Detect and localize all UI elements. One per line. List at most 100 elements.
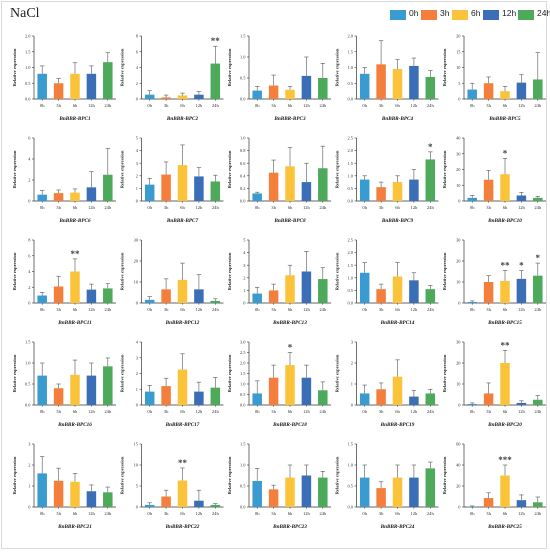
x-tick-label: 6h [73, 307, 78, 312]
x-tick-label: 0h [255, 307, 260, 312]
x-tick-label: 6h [180, 205, 185, 210]
y-tick-label: 0 [458, 199, 461, 204]
y-tick-label: 0.5 [240, 484, 246, 489]
x-tick-label: 24h [104, 307, 112, 312]
y-tick-label: 0 [28, 505, 31, 510]
bar [86, 491, 97, 507]
bar [37, 375, 47, 405]
y-axis-label: Relative expression [120, 48, 125, 86]
y-tick-label: 2.5 [348, 238, 354, 243]
bar [533, 399, 543, 405]
figure-title: NaCl [10, 6, 40, 21]
bar [285, 166, 295, 201]
y-tick-label: 0.0 [348, 505, 354, 510]
x-tick-label: 0h [362, 511, 367, 516]
x-tick-label: 12h [88, 409, 96, 414]
x-tick-label: 3h [164, 103, 169, 108]
x-tick-label: 12h [303, 205, 311, 210]
x-tick-label: 3h [271, 409, 276, 414]
x-tick-label: 24h [534, 205, 542, 210]
y-axis-label: Relative expression [227, 354, 232, 392]
y-tick-label: 0.0 [348, 97, 354, 102]
panel-title: BnBBR-BPC12 [165, 320, 200, 326]
significance-mark: ** [501, 260, 511, 270]
x-tick-label: 6h [395, 103, 400, 108]
chart-panel: 0 1 2 3 4 5 Relative expression 0h 3h 6h 12h 24h BnB… [227, 238, 331, 326]
x-tick-label: 24h [427, 409, 435, 414]
y-tick-label: 0.0 [240, 199, 246, 204]
y-tick-label: 10 [134, 463, 139, 468]
bar [37, 295, 47, 303]
panel-title: BnBBR-BPC8 [273, 218, 306, 224]
bar [86, 187, 97, 201]
x-tick-label: 3h [164, 307, 169, 312]
bar [301, 475, 312, 507]
y-axis-label: Relative expression [12, 150, 17, 188]
bar [268, 85, 279, 99]
significance-mark: *** [498, 455, 512, 465]
bar [483, 393, 494, 405]
x-tick-label: 3h [379, 103, 384, 108]
bar [516, 500, 527, 507]
y-axis-label: Relative expression [442, 456, 447, 494]
y-tick-label: 20 [134, 259, 139, 264]
y-tick-label: 0 [136, 505, 139, 510]
bar [500, 280, 510, 303]
x-tick-label: 0h [470, 103, 475, 108]
y-tick-label: 6 [136, 49, 139, 54]
y-tick-label: 20 [456, 259, 461, 264]
y-tick-label: 3 [351, 340, 354, 345]
bar [425, 159, 436, 201]
panel-title: BnBBR-BPC23 [272, 524, 307, 530]
y-tick-label: 10 [456, 65, 461, 70]
bar [70, 271, 80, 303]
chart-panel: 0 10 20 30 Relative expression 0h 3h ** 6h * 12h * 2… [442, 238, 546, 326]
bar [285, 275, 295, 303]
x-tick-label: 0h [362, 409, 367, 414]
y-tick-label: 1.0 [240, 463, 246, 468]
y-tick-label: 4 [28, 157, 31, 162]
panel-title: BnBBR-BPC11 [57, 320, 92, 326]
x-tick-label: 3h [56, 103, 61, 108]
y-axis-label: Relative expression [335, 456, 340, 494]
y-tick-label: 1.5 [240, 34, 246, 39]
bar [161, 386, 171, 405]
y-tick-label: 5 [136, 484, 139, 489]
chart-panel: 0.0 0.5 1.0 1.5 2.0 Relative expression 0h 3h 6h… [12, 34, 116, 122]
bar [177, 95, 188, 99]
bar [425, 289, 436, 303]
bar [53, 83, 64, 99]
x-tick-label: 6h [503, 103, 508, 108]
bar [409, 179, 419, 201]
y-tick-label: 60 [456, 442, 461, 447]
legend-swatch-6h [452, 10, 468, 20]
x-tick-label: 6h [288, 511, 293, 516]
x-tick-label: 6h [288, 205, 293, 210]
x-tick-label: 12h [303, 511, 311, 516]
panel-title: BnBBR-BPC16 [57, 422, 92, 428]
x-tick-label: 0h [470, 307, 475, 312]
bar [53, 193, 64, 201]
x-tick-label: 24h [534, 103, 542, 108]
chart-panel: 0 10 20 30 Relative expression 0h 3h ** 6h 12h 24h… [442, 340, 546, 428]
y-tick-label: 0.5 [25, 81, 31, 86]
x-tick-label: 6h [180, 307, 185, 312]
x-tick-label: 12h [88, 511, 96, 516]
y-tick-label: 15 [134, 442, 139, 447]
x-tick-label: 3h [271, 103, 276, 108]
bar [177, 369, 188, 405]
x-tick-label: 12h [195, 103, 203, 108]
y-tick-label: 2.0 [240, 361, 246, 366]
x-tick-label: 12h [195, 511, 203, 516]
bar [392, 477, 403, 507]
legend-label-3h: 3h [440, 8, 450, 18]
x-tick-label: 12h [518, 409, 526, 414]
y-axis-label: Relative expression [120, 354, 125, 392]
panel-title: BnBBR-BPC14 [380, 320, 415, 326]
y-tick-label: 0 [136, 301, 139, 306]
x-tick-label: 12h [303, 103, 311, 108]
x-tick-label: 3h [379, 409, 384, 414]
bar [210, 300, 221, 303]
y-tick-label: 0.5 [240, 392, 246, 397]
